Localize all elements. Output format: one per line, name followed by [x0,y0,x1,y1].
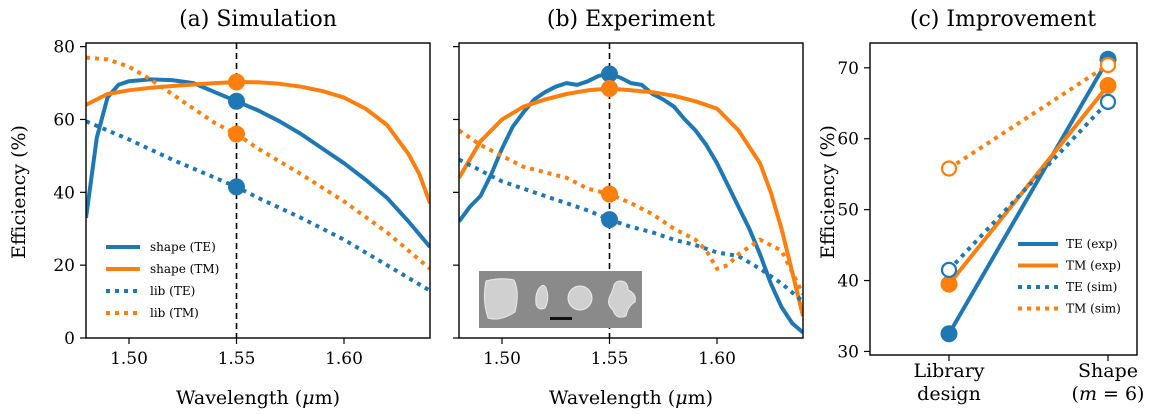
x-axis-label: Wavelength (μm) [176,387,340,409]
series-line-2 [459,157,803,304]
legend-label: lib (TM) [150,306,199,320]
series-line-1 [947,84,1110,286]
data-point-marker-open [940,160,958,177]
series-line-0 [459,72,803,335]
legend: shape (TE) shape (TM) lib (TE) lib (TM) [106,240,219,320]
y-axis-label: Efficiency (%) [817,125,839,259]
legend-label: TE (exp) [1066,237,1118,251]
series-line-1 [86,80,430,204]
category-label-shape-2: (m = 6) [1072,383,1145,405]
panel-improvement: (c) Improvement Efficiency (%) Library d… [817,7,1144,405]
panel-title: (b) Experiment [547,7,715,32]
y-tick-label: 60 [53,110,75,130]
y-tick-label: 40 [837,272,859,292]
data-point-marker-2 [601,185,618,203]
sem-pillar-3 [567,285,593,311]
series-line-3 [459,128,803,296]
x-tick-label: 1.55 [218,349,256,369]
data-point-marker [940,275,958,293]
y-tick-label: 60 [837,130,859,150]
x-tick-label: 1.60 [698,349,736,369]
data-point-marker-3 [228,178,245,196]
sem-pillar-1 [483,278,518,320]
x-tick-label: 1.60 [325,349,363,369]
legend-label: lib (TE) [150,284,195,298]
y-tick-label: 20 [53,256,75,276]
data-point-marker [940,325,958,343]
sem-inset-image [479,271,642,328]
series-line-2 [947,100,1110,272]
series-line-0 [947,58,1110,335]
data-point-marker-open [940,261,958,279]
y-tick-label: 30 [837,342,859,362]
data-point-marker-0 [228,73,245,91]
data-point-marker-open [1099,93,1117,110]
y-axis-label: Efficiency (%) [8,125,30,259]
legend-label: shape (TM) [150,262,219,276]
y-tick-label: 70 [837,59,859,79]
x-tick-label: 1.50 [110,349,148,369]
series-line-1 [459,86,803,317]
y-tick-label: 40 [53,183,75,203]
panel-title: (a) Simulation [179,7,337,32]
data-point-marker-2 [228,125,245,143]
legend-label: TM (exp) [1066,259,1121,273]
x-tick-label: 1.55 [591,349,629,369]
axes-frame [458,42,804,339]
series-line-3 [86,55,430,271]
sem-pillar-4 [608,280,636,318]
legend-label: TM (sim) [1066,302,1121,316]
panel-experiment: (b) Experiment Wavelength (μm) 1.50 1.55 1… [453,7,804,409]
legend-label: shape (TE) [150,240,216,254]
sem-pillar-2 [535,284,549,310]
category-label-shape: Shape [1078,360,1138,382]
data-point-marker-open [1099,56,1117,74]
data-point-marker-1 [601,80,618,98]
data-point-marker [1099,77,1117,95]
y-tick-label: 0 [64,329,75,349]
category-label-library-2: design [917,383,981,405]
data-point-marker-1 [228,92,245,110]
data-point-marker-0 [601,65,618,83]
series-line-0 [86,77,430,249]
series-line-2 [86,119,430,293]
data-point-marker-3 [601,211,618,229]
panel-title: (c) Improvement [910,7,1096,32]
sem-scale-bar [550,317,572,320]
axes-frame [85,42,431,339]
y-tick-label: 50 [837,201,859,221]
legend-label: TE (sim) [1066,280,1117,294]
x-tick-label: 1.50 [483,349,521,369]
x-axis-label: Wavelength (μm) [549,387,713,409]
axes-frame [869,42,1138,356]
y-tick-label: 80 [53,38,75,58]
panel-simulation: (a) Simulation Efficiency (%) Wavelength… [8,7,431,409]
category-label-library: Library [913,360,984,382]
legend: TE (exp) TM (exp) TE (sim) TM (sim) [1018,237,1121,316]
